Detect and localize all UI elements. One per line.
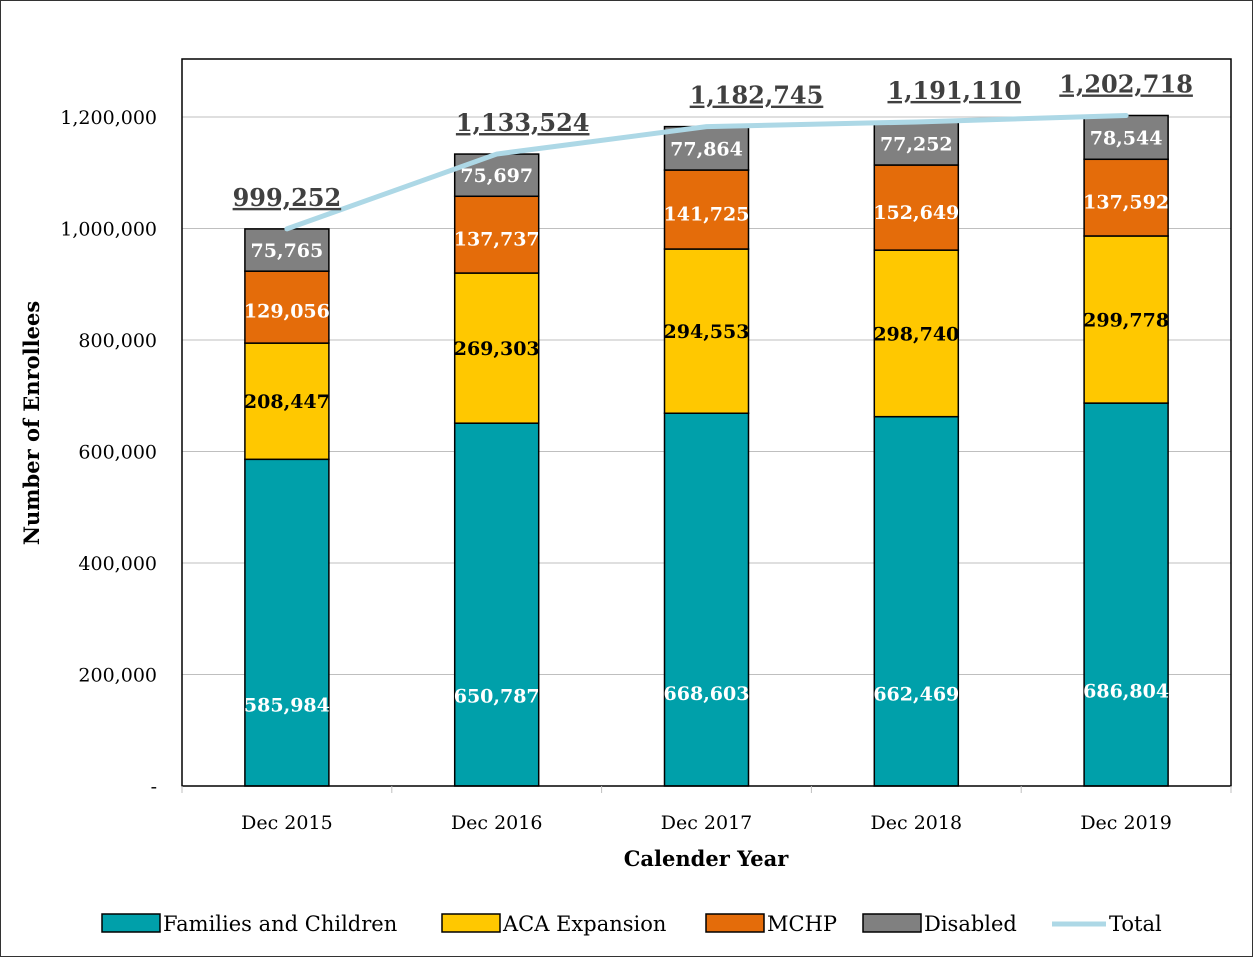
bar-segment [873,249,960,418]
bar-segment [873,415,960,787]
bar-segment [663,248,750,415]
legend-label: ACA Expansion [502,912,666,936]
segment-value-label: 129,056 [244,301,330,323]
bar-segment [244,458,330,787]
y-tick-label: 200,000 [78,665,157,687]
segment-value-label: 75,697 [460,165,533,187]
segment-value-label: 208,447 [244,391,330,413]
x-axis-title: Calender Year [624,846,789,871]
segment-value-label: 668,603 [664,683,750,705]
bar-segment [1083,402,1169,787]
total-value-label: 1,182,745 [690,81,824,110]
segment-labels: 585,984 208,447 129,056 75,765 650,787 269,30… [244,127,1169,716]
bar-segment [873,121,960,166]
legend-swatch [441,913,501,933]
segment-value-label: 137,737 [454,228,540,250]
legend-item: ACA Expansion [441,912,666,936]
bar-segment [1083,158,1169,237]
legend-label: MCHP [767,912,837,936]
segment-value-label: 686,804 [1083,680,1169,702]
x-tick-label: Dec 2015 [241,812,333,834]
total-labels: 999,252 1,133,524 1,182,745 1,191,110 1,202,… [233,69,1193,211]
y-tick-label: 600,000 [78,442,157,464]
total-value-label: 1,202,718 [1059,69,1193,98]
segment-value-label: 269,303 [454,338,540,360]
legend-swatch [862,913,922,933]
segment-value-label: 650,787 [454,685,540,707]
total-line [284,112,1129,232]
y-tick-label: 1,200,000 [60,107,157,129]
x-tick-label: Dec 2019 [1080,812,1172,834]
segment-value-label: 662,469 [873,684,959,706]
bar-segment [453,422,540,787]
x-tick-label: Dec 2016 [451,812,543,834]
total-line-group [284,112,1129,232]
plot-area-border [181,58,1232,787]
bar-segment [873,164,960,251]
legend-item: Disabled [862,912,1017,936]
legend-item: MCHP [705,912,837,936]
y-tick-label: - [151,776,157,798]
segment-value-label: 141,725 [664,203,750,225]
bar-segment [663,412,750,787]
segment-value-label: 298,740 [873,323,959,345]
bar-segment [663,169,750,250]
segment-value-label: 77,252 [880,133,953,155]
bar-segment [453,195,540,274]
y-tick-label: 400,000 [78,553,157,575]
legend-item: Families and Children [101,912,397,936]
legend-swatch [101,913,161,933]
legend: Families and Children ACA Expansion MCHP Di… [101,912,1162,936]
bar-stacks [244,114,1169,787]
bar-segment [244,270,330,344]
segment-value-label: 78,544 [1090,127,1163,149]
bar-segment [244,342,330,461]
total-value-label: 999,252 [233,183,342,212]
y-tick-label: 800,000 [78,330,157,352]
segment-value-label: 152,649 [873,202,959,224]
total-value-label: 1,133,524 [456,108,590,137]
y-tick-label: 1,000,000 [60,219,157,241]
x-tick-label: Dec 2017 [661,812,753,834]
segment-value-label: 294,553 [664,321,750,343]
legend-label: Total [1109,912,1162,936]
segment-value-label: 585,984 [244,694,330,716]
legend-swatch [705,913,765,933]
total-value-label: 1,191,110 [887,76,1021,105]
segment-value-label: 299,778 [1083,310,1169,332]
axes: - 200,000 400,000 600,000 800,000 1,000,000 1,… [60,58,1232,834]
segment-value-label: 75,765 [251,240,324,262]
x-tick-label: Dec 2018 [871,812,963,834]
segment-value-label: 137,592 [1083,191,1169,213]
segment-value-label: 77,864 [670,138,743,160]
legend-item: Total [1052,912,1162,936]
legend-label: Families and Children [163,912,397,936]
legend-label: Disabled [924,912,1017,936]
bar-segment [453,153,540,198]
bar-segment [453,272,540,424]
y-axis-title: Number of Enrollees [19,301,44,545]
